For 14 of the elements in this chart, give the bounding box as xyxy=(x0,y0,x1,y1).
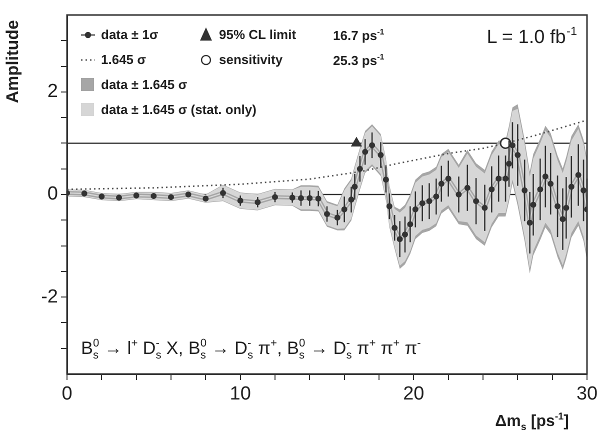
y-tick-label: 2 xyxy=(47,81,58,102)
y-tick-label: 0 xyxy=(47,184,58,205)
legend-label: data ± 1σ xyxy=(101,27,158,42)
legend-label: data ± 1.645 σ (stat. only) xyxy=(101,102,256,117)
legend-label: data ± 1.645 σ xyxy=(101,77,188,92)
x-tick-label: 10 xyxy=(230,384,251,405)
legend-label: 95% CL limit xyxy=(219,27,297,42)
legend-label: 1.645 σ xyxy=(101,52,146,67)
x-tick-label: 30 xyxy=(576,384,598,405)
x-tick-label: 20 xyxy=(403,384,424,405)
legend-label: sensitivity xyxy=(219,52,284,67)
x-tick-label: 0 xyxy=(62,384,72,405)
y-axis-title: Amplitude xyxy=(3,20,22,104)
y-tick-label: -2 xyxy=(41,286,58,308)
